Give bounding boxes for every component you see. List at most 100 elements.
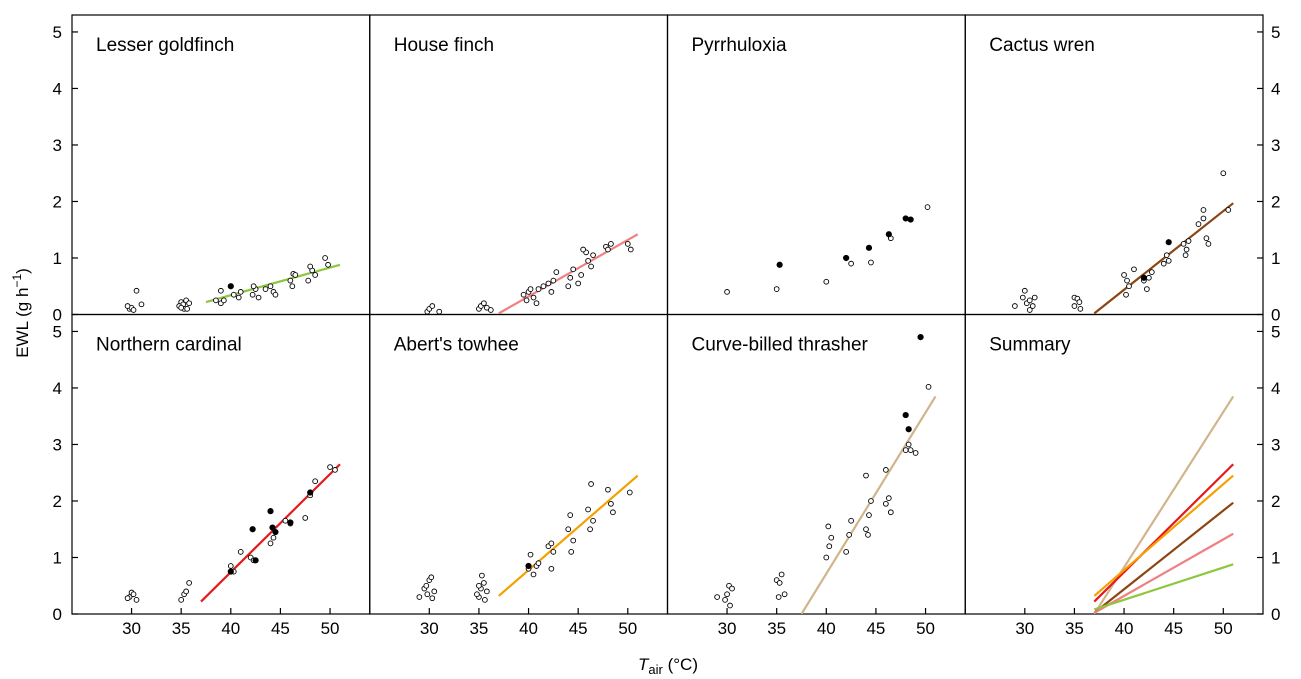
data-point-open [887, 509, 894, 516]
data-point-open [567, 512, 574, 518]
data-point-open [724, 289, 730, 295]
data-point-open [912, 450, 919, 456]
data-point-open [587, 526, 593, 533]
data-point-open [550, 548, 557, 555]
panel-2: Pyrrhuloxia [666, 14, 966, 316]
panel-frame [71, 313, 371, 615]
data-point-open [431, 588, 438, 595]
data-point-open [527, 551, 534, 558]
data-point-open [882, 467, 889, 473]
data-point-open [1026, 297, 1033, 304]
panel-0: 0 1 2 3 4 5 Lesser goldfinch [53, 14, 371, 325]
x-tick-label: 35 [1065, 619, 1084, 638]
data-point-open [1019, 294, 1026, 301]
data-point-open [124, 595, 131, 602]
data-point-open [565, 526, 572, 533]
data-point-open [186, 300, 192, 307]
data-point-open [826, 543, 833, 550]
data-point-open [570, 266, 577, 273]
data-point-open [1165, 257, 1172, 264]
data-point-open [428, 574, 435, 581]
x-axis-title-sub: air [648, 662, 663, 677]
data-point-filled [917, 334, 924, 341]
data-point-open [235, 294, 242, 301]
data-point-open [548, 540, 555, 547]
data-point-open [487, 307, 494, 313]
data-point-open [624, 241, 631, 247]
summary-line [1093, 532, 1234, 614]
data-point-open [823, 278, 830, 285]
data-point-open [1180, 241, 1187, 247]
panel-frame [369, 14, 669, 316]
data-point-open [775, 594, 782, 600]
data-point-open [1185, 238, 1192, 244]
data-point-open [778, 571, 785, 578]
data-point-filled [1165, 239, 1172, 246]
fit-line [498, 474, 639, 597]
data-point-open [237, 548, 244, 555]
panel-plot-area [714, 334, 937, 614]
data-point-open [553, 269, 560, 275]
panel-title: House finch [394, 35, 494, 56]
data-point-open [866, 512, 872, 518]
x-tick-label: 30 [420, 619, 439, 638]
data-point-open [429, 303, 436, 309]
data-point-open [1182, 252, 1189, 259]
data-point-open [130, 307, 137, 313]
data-point-open [1121, 272, 1127, 278]
panel-title: Summary [989, 335, 1071, 356]
data-point-open [476, 582, 482, 589]
data-point-open [863, 472, 869, 479]
data-point-open [533, 300, 540, 307]
data-point-open [776, 580, 783, 586]
data-point-filled [272, 528, 279, 536]
data-point-open [535, 286, 542, 292]
data-point-open [481, 300, 487, 307]
data-point-open [540, 283, 547, 290]
panel-frame [964, 14, 1264, 316]
data-point-open [267, 540, 274, 547]
y-tick-label: 0 [53, 306, 62, 325]
y-tick-label-right: 4 [1271, 79, 1280, 98]
data-point-open [535, 560, 542, 566]
y-axis-title-sup: −1 [10, 274, 24, 288]
data-point-open [823, 554, 830, 561]
data-point-filled [843, 254, 850, 262]
x-tick-label: 45 [569, 619, 588, 638]
data-point-open [902, 447, 909, 453]
data-point-open [865, 532, 871, 538]
x-tick-label: 50 [916, 619, 935, 638]
data-point-filled [865, 244, 873, 251]
data-point-open [249, 291, 256, 298]
y-tick-label: 0 [53, 605, 62, 624]
data-point-open [773, 286, 780, 292]
data-point-open [590, 517, 596, 524]
data-point-open [1160, 260, 1167, 267]
panel-3: 0 1 2 3 4 5 Cactus wren [964, 14, 1280, 325]
y-tick-label-right: 1 [1271, 548, 1280, 567]
y-tick-label-right: 5 [1271, 23, 1280, 42]
data-point-open [479, 572, 485, 579]
data-point-filled [267, 508, 274, 515]
data-point-open [1012, 303, 1018, 309]
data-point-open [925, 383, 932, 390]
data-point-open [1077, 305, 1084, 312]
data-point-open [255, 294, 262, 301]
data-point-open [1123, 291, 1129, 298]
x-tick-label: 50 [321, 619, 340, 638]
data-point-open [133, 597, 140, 603]
data-point-open [178, 304, 185, 311]
panel-title: Northern cardinal [96, 335, 242, 356]
data-point-open [545, 280, 552, 287]
y-tick-label-right: 5 [1271, 322, 1280, 341]
x-tick-label: 30 [718, 619, 737, 638]
x-tick-label: 30 [1015, 619, 1034, 638]
data-point-open [178, 597, 185, 603]
y-tick-label: 2 [53, 492, 62, 511]
data-point-filled [269, 524, 276, 531]
data-point-open [608, 241, 614, 247]
data-point-open [484, 588, 490, 595]
